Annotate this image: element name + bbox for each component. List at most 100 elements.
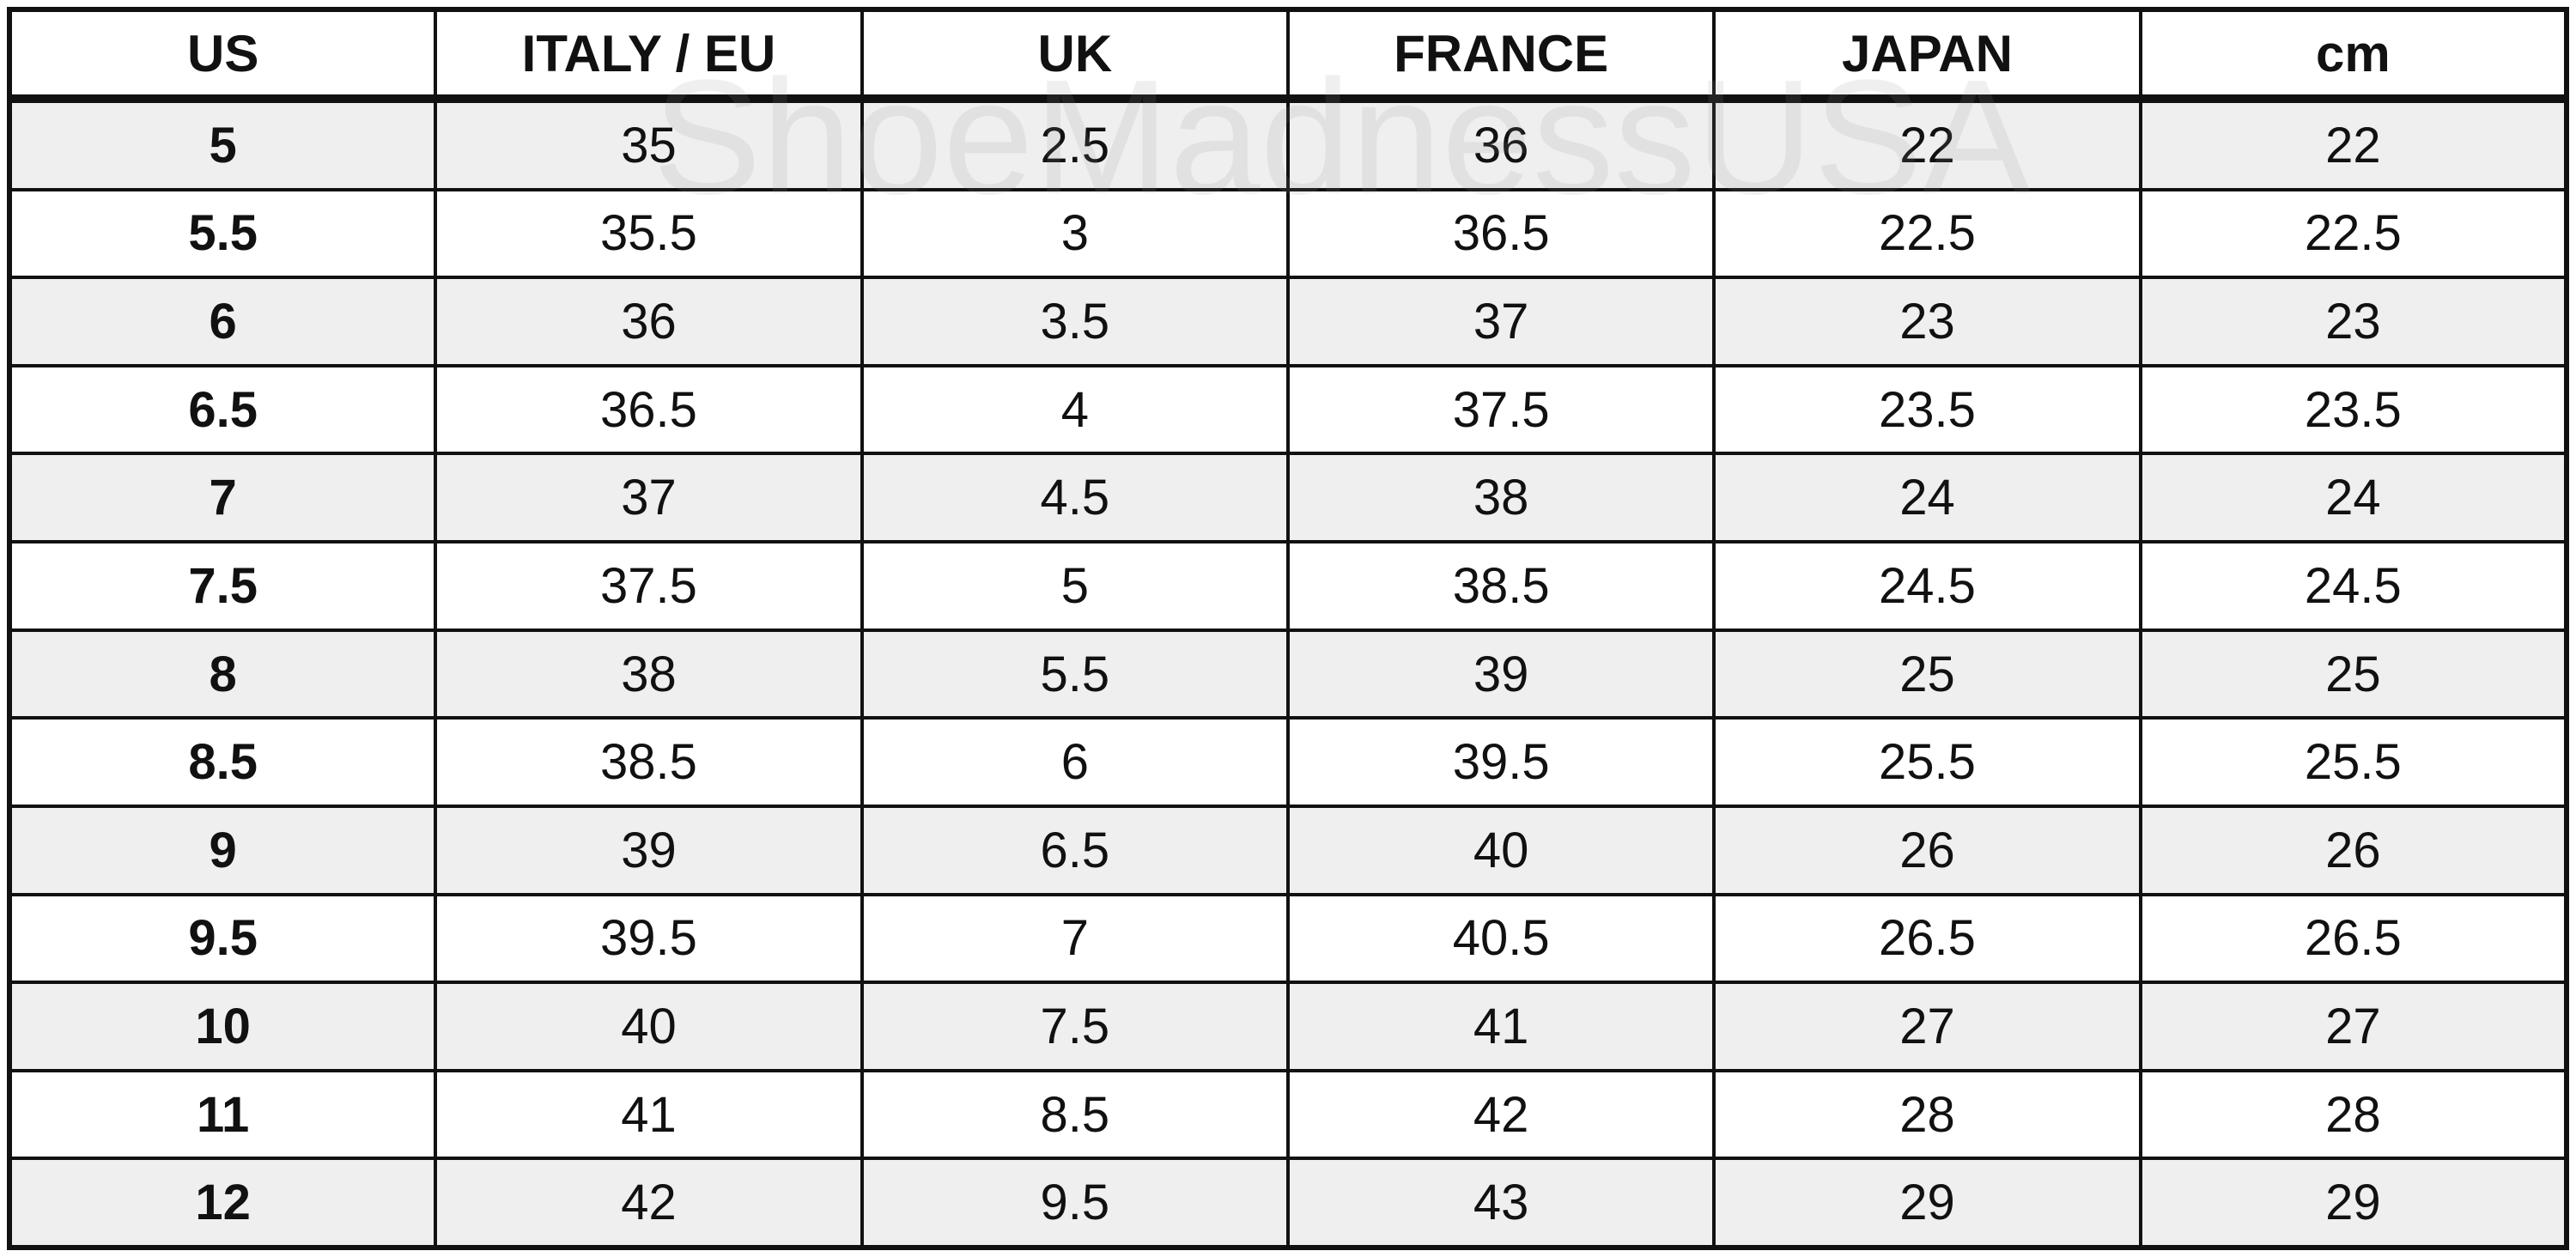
cell-france: 41 bbox=[1285, 981, 1716, 1072]
table-body: 5 35 2.5 36 22 22 5.5 35.5 3 36.5 22.5 22.5 6 36 3.5 37… bbox=[7, 97, 2569, 1249]
cell-uk: 5 bbox=[860, 540, 1290, 632]
cell-france: 39.5 bbox=[1285, 716, 1716, 808]
cell-us: 8 bbox=[7, 628, 438, 720]
table-row: 5 35 2.5 36 22 22 bbox=[7, 97, 2569, 191]
cell-france: 40 bbox=[1285, 804, 1716, 896]
cell-us: 6 bbox=[7, 276, 438, 367]
cell-japan: 22.5 bbox=[1712, 187, 2142, 280]
cell-japan: 26 bbox=[1712, 804, 2142, 896]
cell-cm: 25 bbox=[2138, 628, 2569, 720]
cell-uk: 6.5 bbox=[860, 804, 1290, 896]
cell-uk: 7.5 bbox=[860, 981, 1290, 1072]
table-row: 8.5 38.5 6 39.5 25.5 25.5 bbox=[7, 716, 2569, 808]
cell-italy-eu: 41 bbox=[434, 1068, 864, 1161]
header-uk: UK bbox=[860, 8, 1290, 103]
table-row: 7 37 4.5 38 24 24 bbox=[7, 452, 2569, 544]
cell-japan: 26.5 bbox=[1712, 892, 2142, 985]
cell-uk: 3 bbox=[860, 187, 1290, 280]
cell-uk: 8.5 bbox=[860, 1068, 1290, 1161]
cell-italy-eu: 40 bbox=[434, 981, 864, 1072]
cell-us: 9 bbox=[7, 804, 438, 896]
cell-france: 37 bbox=[1285, 276, 1716, 367]
cell-france: 38 bbox=[1285, 452, 1716, 544]
cell-cm: 26.5 bbox=[2138, 892, 2569, 985]
cell-uk: 3.5 bbox=[860, 276, 1290, 367]
table-header: US ITALY / EU UK FRANCE JAPAN cm bbox=[7, 8, 2569, 103]
cell-france: 37.5 bbox=[1285, 363, 1716, 456]
cell-uk: 4.5 bbox=[860, 452, 1290, 544]
cell-japan: 29 bbox=[1712, 1157, 2142, 1249]
cell-us: 6.5 bbox=[7, 363, 438, 456]
table-row: 12 42 9.5 43 29 29 bbox=[7, 1157, 2569, 1249]
header-row: US ITALY / EU UK FRANCE JAPAN cm bbox=[7, 8, 2569, 103]
cell-uk: 2.5 bbox=[860, 97, 1290, 191]
cell-japan: 25 bbox=[1712, 628, 2142, 720]
cell-japan: 23.5 bbox=[1712, 363, 2142, 456]
cell-italy-eu: 37 bbox=[434, 452, 864, 544]
table-row: 6.5 36.5 4 37.5 23.5 23.5 bbox=[7, 363, 2569, 456]
cell-italy-eu: 42 bbox=[434, 1157, 864, 1249]
cell-uk: 5.5 bbox=[860, 628, 1290, 720]
header-france: FRANCE bbox=[1285, 8, 1716, 103]
cell-france: 36 bbox=[1285, 97, 1716, 191]
cell-cm: 23 bbox=[2138, 276, 2569, 367]
cell-cm: 24 bbox=[2138, 452, 2569, 544]
cell-italy-eu: 38 bbox=[434, 628, 864, 720]
cell-cm: 25.5 bbox=[2138, 716, 2569, 808]
cell-france: 39 bbox=[1285, 628, 1716, 720]
cell-uk: 4 bbox=[860, 363, 1290, 456]
cell-cm: 24.5 bbox=[2138, 540, 2569, 632]
cell-uk: 6 bbox=[860, 716, 1290, 808]
cell-japan: 25.5 bbox=[1712, 716, 2142, 808]
header-us: US bbox=[7, 8, 438, 103]
cell-france: 40.5 bbox=[1285, 892, 1716, 985]
cell-us: 7 bbox=[7, 452, 438, 544]
table-row: 11 41 8.5 42 28 28 bbox=[7, 1068, 2569, 1161]
cell-cm: 27 bbox=[2138, 981, 2569, 1072]
cell-us: 11 bbox=[7, 1068, 438, 1161]
cell-cm: 28 bbox=[2138, 1068, 2569, 1161]
cell-japan: 24 bbox=[1712, 452, 2142, 544]
cell-japan: 22 bbox=[1712, 97, 2142, 191]
cell-france: 42 bbox=[1285, 1068, 1716, 1161]
cell-us: 5 bbox=[7, 97, 438, 191]
cell-italy-eu: 37.5 bbox=[434, 540, 864, 632]
cell-uk: 9.5 bbox=[860, 1157, 1290, 1249]
cell-cm: 26 bbox=[2138, 804, 2569, 896]
table-row: 9 39 6.5 40 26 26 bbox=[7, 804, 2569, 896]
table-row: 5.5 35.5 3 36.5 22.5 22.5 bbox=[7, 187, 2569, 280]
cell-japan: 23 bbox=[1712, 276, 2142, 367]
cell-us: 9.5 bbox=[7, 892, 438, 985]
cell-france: 43 bbox=[1285, 1157, 1716, 1249]
cell-us: 10 bbox=[7, 981, 438, 1072]
header-cm: cm bbox=[2138, 8, 2569, 103]
cell-cm: 22 bbox=[2138, 97, 2569, 191]
cell-uk: 7 bbox=[860, 892, 1290, 985]
cell-italy-eu: 35 bbox=[434, 97, 864, 191]
table-row: 6 36 3.5 37 23 23 bbox=[7, 276, 2569, 367]
table-row: 8 38 5.5 39 25 25 bbox=[7, 628, 2569, 720]
cell-italy-eu: 36.5 bbox=[434, 363, 864, 456]
cell-us: 8.5 bbox=[7, 716, 438, 808]
cell-cm: 29 bbox=[2138, 1157, 2569, 1249]
table-row: 9.5 39.5 7 40.5 26.5 26.5 bbox=[7, 892, 2569, 985]
cell-italy-eu: 36 bbox=[434, 276, 864, 367]
header-italy-eu: ITALY / EU bbox=[434, 8, 864, 103]
cell-japan: 24.5 bbox=[1712, 540, 2142, 632]
cell-us: 7.5 bbox=[7, 540, 438, 632]
cell-italy-eu: 35.5 bbox=[434, 187, 864, 280]
table-row: 7.5 37.5 5 38.5 24.5 24.5 bbox=[7, 540, 2569, 632]
cell-italy-eu: 39.5 bbox=[434, 892, 864, 985]
cell-italy-eu: 38.5 bbox=[434, 716, 864, 808]
header-japan: JAPAN bbox=[1712, 8, 2142, 103]
cell-cm: 23.5 bbox=[2138, 363, 2569, 456]
cell-japan: 27 bbox=[1712, 981, 2142, 1072]
cell-japan: 28 bbox=[1712, 1068, 2142, 1161]
cell-us: 12 bbox=[7, 1157, 438, 1249]
cell-france: 38.5 bbox=[1285, 540, 1716, 632]
table-row: 10 40 7.5 41 27 27 bbox=[7, 981, 2569, 1072]
cell-us: 5.5 bbox=[7, 187, 438, 280]
shoe-size-conversion-table: US ITALY / EU UK FRANCE JAPAN cm 5 35 2.5 3… bbox=[7, 7, 2569, 1250]
cell-france: 36.5 bbox=[1285, 187, 1716, 280]
